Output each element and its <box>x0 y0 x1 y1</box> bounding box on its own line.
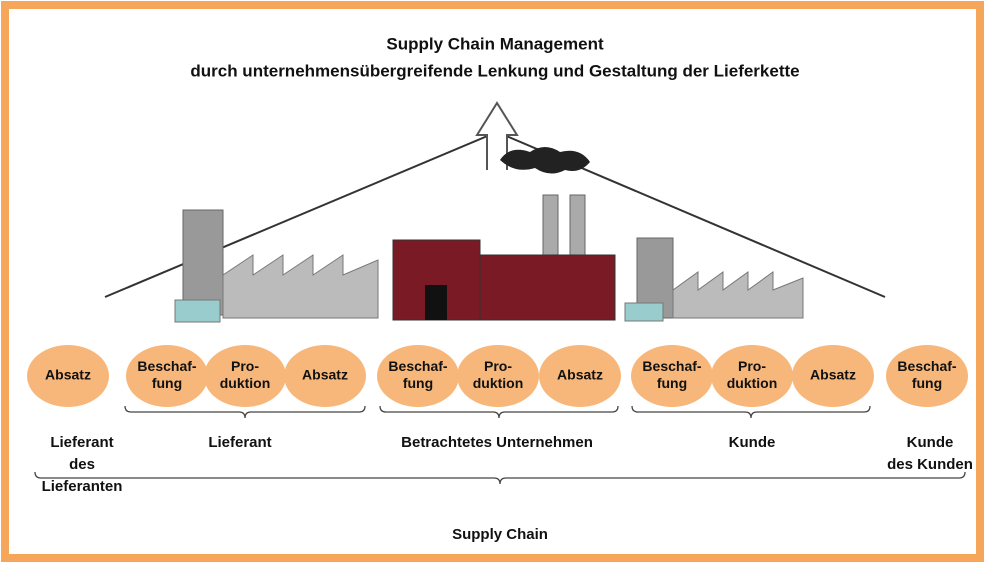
diagram: Supply Chain Management durch unternehmen… <box>0 0 985 563</box>
stage-label: Beschaf- <box>642 358 701 374</box>
group-label: Lieferant <box>208 434 271 451</box>
stage-label: duktion <box>220 375 271 391</box>
group-label: des <box>69 456 95 473</box>
stage-label: Absatz <box>810 367 856 383</box>
group-label: Kunde <box>907 434 954 451</box>
stage-label: fung <box>912 375 942 391</box>
stage-label: Pro- <box>484 358 512 374</box>
group-label: des Kunden <box>887 456 973 473</box>
stage-label: Pro- <box>738 358 766 374</box>
stage-label: fung <box>152 375 182 391</box>
stage-label: fung <box>657 375 687 391</box>
stage-label: duktion <box>727 375 778 391</box>
footer-label: Supply Chain <box>452 526 548 543</box>
title: Supply Chain Management <box>386 34 604 53</box>
title: durch unternehmensübergreifende Lenkung … <box>190 61 799 80</box>
stage-label: duktion <box>473 375 524 391</box>
stage-label: Absatz <box>45 367 91 383</box>
group-label: Lieferanten <box>42 478 123 495</box>
stage-label: Absatz <box>302 367 348 383</box>
group-label: Betrachtetes Unternehmen <box>401 434 593 451</box>
stage-label: Beschaf- <box>897 358 956 374</box>
stage-label: Absatz <box>557 367 603 383</box>
stage-label: fung <box>403 375 433 391</box>
stage-label: Pro- <box>231 358 259 374</box>
stage-label: Beschaf- <box>137 358 196 374</box>
group-label: Lieferant <box>50 434 113 451</box>
group-label: Kunde <box>729 434 776 451</box>
stage-label: Beschaf- <box>388 358 447 374</box>
